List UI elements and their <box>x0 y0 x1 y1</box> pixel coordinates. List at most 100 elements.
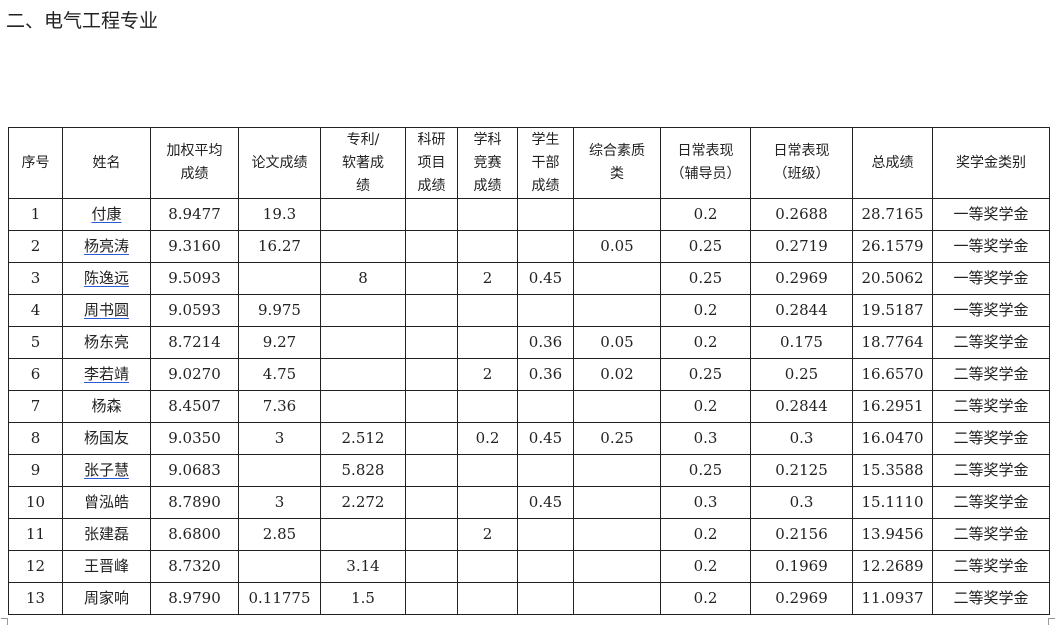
table-cell: 18.7764 <box>852 326 933 359</box>
table-cell <box>457 550 518 583</box>
cell-value: 3 <box>30 269 41 287</box>
cell-value: 11.0937 <box>861 589 924 607</box>
table-cell: 12.2689 <box>852 550 933 583</box>
table-row: 5 杨东亮 8.7214 9.27 0.36 0.05 0.2 0.175 18.7764 二等奖… <box>8 326 1050 359</box>
column-header: 序号 <box>8 127 63 199</box>
cell-value: 二等奖学金 <box>953 589 1029 607</box>
cell-value: 13.9456 <box>861 525 924 543</box>
cell-value: 0.2156 <box>775 525 828 543</box>
cell-value: 0.2 <box>693 525 718 543</box>
table-cell: 0.3 <box>660 422 751 455</box>
table-cell: 曾泓皓 <box>62 486 151 519</box>
table-cell: 杨亮涛 <box>62 230 151 263</box>
table-cell: 二等奖学金 <box>932 422 1050 455</box>
cell-value: 8.7890 <box>168 493 221 511</box>
cell-value: 9.0683 <box>168 461 221 479</box>
cell-value: 8 <box>30 429 41 447</box>
table-row: 6 李若靖 9.0270 4.75 2 0.36 0.02 0.25 0.25 16.6570 二等… <box>8 358 1050 391</box>
table-cell: 0.2844 <box>750 294 853 327</box>
table-cell <box>320 518 406 551</box>
table-cell <box>405 358 458 391</box>
table-cell: 6 <box>8 358 63 391</box>
table-cell: 0.05 <box>573 326 661 359</box>
table-cell: 2.512 <box>320 422 406 455</box>
student-name: 曾泓皓 <box>83 493 129 511</box>
table-cell: 0.25 <box>750 358 853 391</box>
cell-value: 二等奖学金 <box>953 397 1029 415</box>
table-cell <box>405 486 458 519</box>
table-cell: 8.4507 <box>150 390 239 423</box>
table-cell: 16.0470 <box>852 422 933 455</box>
section-heading: 二、电气工程专业 <box>6 10 159 32</box>
cell-value: 0.3 <box>693 493 718 511</box>
table-cell <box>405 326 458 359</box>
cell-value: 0.25 <box>688 461 723 479</box>
table-cell: 15.3588 <box>852 454 933 487</box>
cell-value: 26.1579 <box>861 237 924 255</box>
column-header: 姓名 <box>62 127 151 199</box>
table-cell <box>405 454 458 487</box>
table-cell: 0.02 <box>573 358 661 391</box>
column-header: 学科竞赛成绩 <box>457 127 518 199</box>
cell-value: 4.75 <box>262 365 297 383</box>
cell-value: 0.2 <box>693 557 718 575</box>
cell-value: 9 <box>30 461 41 479</box>
table-cell: 9.27 <box>238 326 321 359</box>
cell-value: 9.5093 <box>168 269 221 287</box>
table-cell: 16.6570 <box>852 358 933 391</box>
cell-value: 8.6800 <box>168 525 221 543</box>
table-cell: 杨国友 <box>62 422 151 455</box>
table-cell: 0.2844 <box>750 390 853 423</box>
table-cell: 9.3160 <box>150 230 239 263</box>
cell-value: 一等奖学金 <box>953 237 1029 255</box>
table-cell <box>320 358 406 391</box>
table-cell <box>457 454 518 487</box>
table-cell: 一等奖学金 <box>932 262 1050 295</box>
table-cell: 3 <box>238 486 321 519</box>
table-cell <box>517 454 574 487</box>
column-header-label: 序号 <box>21 154 50 171</box>
table-cell: 0.2688 <box>750 198 853 231</box>
table-row: 10 曾泓皓 8.7890 3 2.272 0.45 0.3 0.3 15.1110 二等奖学金 <box>8 486 1050 519</box>
student-name: 杨国友 <box>83 429 129 447</box>
table-cell <box>320 390 406 423</box>
table-cell: 0.2719 <box>750 230 853 263</box>
student-name: 杨森 <box>91 397 122 415</box>
cell-value: 二等奖学金 <box>953 429 1029 447</box>
cell-value: 2 <box>30 237 41 255</box>
student-name: 王晋峰 <box>83 557 129 575</box>
column-header-label: 学科竞赛成绩 <box>473 131 502 194</box>
table-cell: 0.2 <box>660 198 751 231</box>
table-cell: 20.5062 <box>852 262 933 295</box>
cell-value: 0.45 <box>528 269 563 287</box>
table-cell: 0.2969 <box>750 582 853 615</box>
column-header: 论文成绩 <box>238 127 321 199</box>
cell-value: 7 <box>30 397 41 415</box>
table-cell: 0.45 <box>517 486 574 519</box>
table-row: 12 王晋峰 8.7320 3.14 0.2 0.1969 12.2689 二等奖学金 <box>8 550 1050 583</box>
table-cell: 8.7320 <box>150 550 239 583</box>
table-cell <box>573 198 661 231</box>
table-cell: 12 <box>8 550 63 583</box>
column-header: 科研项目成绩 <box>405 127 458 199</box>
table-cell: 11.0937 <box>852 582 933 615</box>
table-cell <box>457 198 518 231</box>
column-header-label: 总成绩 <box>871 154 914 171</box>
table-cell: 0.25 <box>660 454 751 487</box>
table-cell: 8.9790 <box>150 582 239 615</box>
table-row: 2 杨亮涛 9.3160 16.27 0.05 0.25 0.2719 26.1579 一等奖学… <box>8 230 1050 263</box>
scholarship-table: 序号 姓名 加权平均成绩 论文成绩 专利/软著成绩 科研项目成绩 学科竞赛成绩 学生干部成绩综… <box>8 127 1050 615</box>
table-cell <box>405 582 458 615</box>
cell-value: 0.11775 <box>248 589 311 607</box>
table-cell <box>405 230 458 263</box>
table-cell <box>517 550 574 583</box>
table-cell: 8 <box>320 262 406 295</box>
table-cell: 1 <box>8 198 63 231</box>
column-header-label: 综合素质类 <box>589 143 645 182</box>
cell-value: 一等奖学金 <box>953 301 1029 319</box>
cell-value: 0.25 <box>688 237 723 255</box>
table-cell: 0.25 <box>660 358 751 391</box>
cell-value: 0.2 <box>693 205 718 223</box>
table-cell: 9.0683 <box>150 454 239 487</box>
cell-value: 2.272 <box>341 493 385 511</box>
